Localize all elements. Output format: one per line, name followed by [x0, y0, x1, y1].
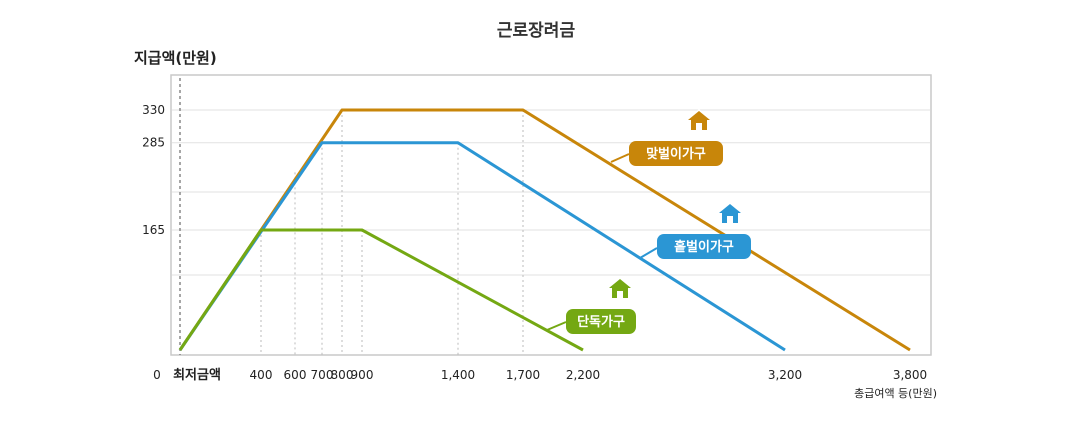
- guide-lines: [260, 110, 524, 355]
- x-tick-label: 400: [250, 368, 273, 382]
- chart-title: 근로장려금: [497, 21, 576, 41]
- label-leader: [610, 153, 630, 163]
- series-name: 단독가구: [577, 314, 625, 330]
- plot-frame: [170, 74, 932, 356]
- house-icon: [607, 277, 633, 299]
- house-icon: [717, 202, 743, 224]
- label-badge: [566, 309, 636, 334]
- series-name: 홑벌이가구: [674, 239, 734, 255]
- x-tick-label: 900: [351, 368, 374, 382]
- label-leader: [639, 247, 658, 259]
- x-tick-label: 600: [284, 368, 307, 382]
- series-name: 맞벌이가구: [646, 146, 706, 162]
- y-tick-label: 165: [142, 223, 165, 237]
- label-badge: [629, 141, 723, 166]
- x-tick-label: 3,800: [893, 368, 927, 382]
- x-tick-label: 700: [311, 368, 334, 382]
- x-tick-label: 2,200: [566, 368, 600, 382]
- house-icon: [686, 109, 712, 131]
- x-tick-label: 최저금액: [173, 368, 221, 383]
- x-tick-label: 1,700: [506, 368, 540, 382]
- y-axis-title: 지급액(만원): [134, 49, 217, 67]
- series-line: [178, 228, 584, 352]
- y-tick-label: 285: [142, 136, 165, 150]
- label-badge: [657, 234, 751, 259]
- series-label: 홑벌이가구: [639, 202, 751, 259]
- y-axis-ticks: 165 285 330: [142, 103, 165, 237]
- y-tick-label: 330: [142, 103, 165, 117]
- x-tick-label: 1,400: [441, 368, 475, 382]
- series-lines: [178, 108, 911, 352]
- series-label: 단독가구: [546, 277, 636, 334]
- x-tick-label: 0: [153, 368, 161, 382]
- series-label: 맞벌이가구: [610, 109, 723, 166]
- label-leader: [546, 321, 567, 331]
- x-axis-title: 총급여액 등(만원): [854, 387, 937, 400]
- x-tick-label: 800: [331, 368, 354, 382]
- x-tick-label: 3,200: [768, 368, 802, 382]
